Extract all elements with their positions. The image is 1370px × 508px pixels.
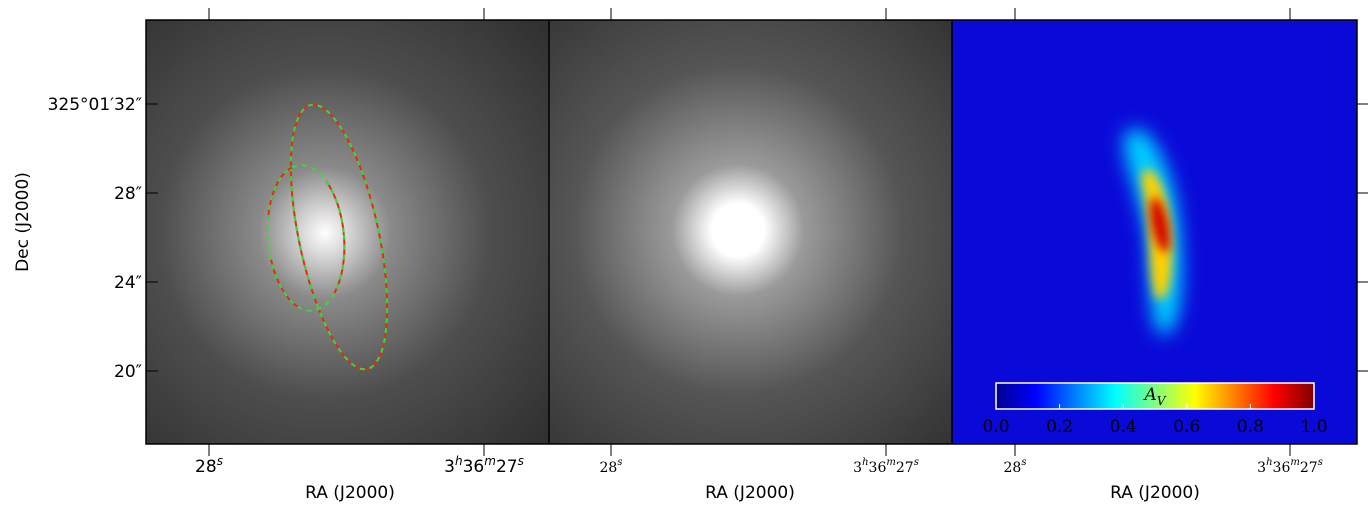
x-axis-title: RA (J2000): [305, 483, 395, 503]
x-tick-label-part: m: [484, 454, 496, 468]
x-tick-label-part: 36: [463, 457, 485, 477]
ellipses: [266, 103, 389, 371]
x-tick-label-part: h: [862, 457, 868, 468]
x-tick-label-part: s: [617, 457, 622, 468]
x-tick-label-part: s: [217, 454, 223, 468]
x-tick-label-part: 3: [1257, 460, 1266, 476]
x-tick-label: 3h36m27s: [444, 454, 524, 477]
colorbar-label-main: A: [1143, 385, 1157, 405]
x-tick-label-part: 27: [1300, 460, 1318, 476]
colorbar-tick-label: 0.2: [1046, 417, 1073, 437]
colorbar-label: AV: [1143, 385, 1167, 408]
y-axis-title: Dec (J2000): [13, 172, 33, 272]
y-tick-label: 28″: [114, 184, 142, 204]
x-tick-label: 28s: [1004, 457, 1027, 476]
x-tick-label-part: 36: [1273, 460, 1291, 476]
x-tick-label-part: 3: [444, 457, 455, 477]
x-tick-label-part: 27: [496, 457, 518, 477]
colorbar-tick-label: 1.0: [1300, 417, 1327, 437]
x-tick-label-part: s: [1021, 457, 1026, 468]
x-tick-label-part: 28: [1004, 460, 1022, 476]
x-tick-label-part: s: [914, 457, 919, 468]
x-tick-label: 3h36m27s: [1257, 457, 1323, 476]
x-axis-title: RA (J2000): [705, 483, 795, 503]
x-tick-label-part: 28: [600, 460, 618, 476]
x-tick-label-part: 3: [853, 460, 862, 476]
ticks: [146, 8, 1368, 456]
colorbar-label-sub: V: [1157, 394, 1167, 408]
x-tick-label: 28s: [195, 454, 223, 477]
x-tick-label-part: 36: [869, 460, 887, 476]
y-tick-label: 325°01′32″: [48, 95, 142, 115]
image-observed: [146, 20, 549, 444]
x-tick-label-part: s: [518, 454, 524, 468]
y-tick-label: 24″: [114, 273, 142, 293]
x-tick-label-part: 27: [896, 460, 914, 476]
frames: [145, 19, 1358, 445]
x-tick-label-part: h: [455, 454, 463, 468]
x-tick-label-part: h: [1266, 457, 1272, 468]
x-axis-title: RA (J2000): [1110, 483, 1200, 503]
x-tick-label: 28s: [600, 457, 623, 476]
x-tick-label: 3h36m27s: [853, 457, 919, 476]
y-tick-label: 20″: [114, 362, 142, 382]
x-tick-label-part: m: [1290, 457, 1299, 468]
extinction-feature: [1123, 128, 1182, 335]
x-tick-label-part: 28: [195, 457, 217, 477]
image-model: [549, 20, 952, 444]
x-tick-label-part: s: [1318, 457, 1323, 468]
x-tick-label-part: m: [886, 457, 895, 468]
colorbar-tick-label: 0.4: [1110, 417, 1137, 437]
colorbar-tick-label: 0.6: [1173, 417, 1200, 437]
colorbar-tick-label: 0.0: [982, 417, 1009, 437]
colorbar-tick-label: 0.8: [1237, 417, 1264, 437]
colorbar: [995, 382, 1315, 410]
